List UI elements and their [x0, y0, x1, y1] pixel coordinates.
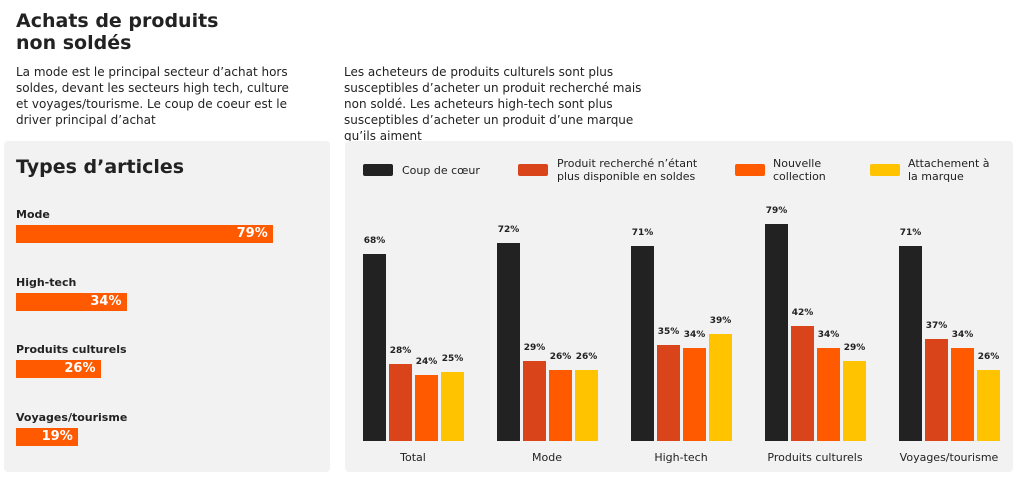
- value-label: 19%: [41, 428, 73, 444]
- bar: [843, 361, 866, 441]
- bar: [575, 369, 598, 441]
- bar: [441, 372, 464, 441]
- value-label: 25%: [441, 354, 464, 365]
- x-tick-label: Voyages/tourisme: [899, 451, 999, 464]
- x-tick-label: Produits culturels: [767, 451, 863, 464]
- value-label: 26%: [64, 361, 96, 376]
- bar: [951, 347, 974, 441]
- value-label: 26%: [549, 351, 572, 362]
- legend-label: Coup de cœur: [402, 164, 480, 177]
- bar: [977, 369, 1000, 441]
- value-label: 35%: [657, 326, 680, 337]
- value-label: 79%: [236, 226, 268, 241]
- value-label: 39%: [709, 315, 732, 326]
- legend-swatch: [870, 164, 900, 176]
- bar: [497, 243, 520, 441]
- bar: [415, 375, 438, 441]
- category-label: Voyages/tourisme: [16, 410, 128, 424]
- bar: [657, 344, 680, 441]
- bar: [523, 361, 546, 441]
- value-label: 28%: [389, 346, 412, 356]
- chart-title: Types d’articles: [16, 156, 185, 178]
- legend-label: Nouvelle collection: [773, 157, 826, 183]
- legend-swatch: [363, 164, 393, 176]
- value-label: 42%: [791, 307, 814, 318]
- value-label: 26%: [977, 351, 1000, 362]
- description: La mode est le principal secteur d’achat…: [16, 65, 289, 127]
- x-tick-label: Mode: [532, 451, 562, 464]
- bar: [16, 292, 127, 311]
- x-tick-label: High-tech: [654, 451, 708, 464]
- value-label: 34%: [683, 329, 706, 340]
- bar: [16, 427, 78, 446]
- category-label: High-tech: [16, 275, 77, 289]
- value-label: 29%: [523, 343, 546, 354]
- value-label: 37%: [925, 321, 948, 332]
- value-label: 29%: [843, 343, 866, 354]
- category-label: Mode: [16, 208, 50, 221]
- legend-label: Produit recherché n’étant plus disponibl…: [557, 157, 698, 183]
- bar: [709, 333, 732, 441]
- bar: [765, 223, 788, 441]
- legend-swatch: [735, 164, 765, 176]
- value-label: 68%: [363, 236, 386, 246]
- legend-swatch: [518, 164, 548, 176]
- page-title: Achats de produits non soldés: [16, 10, 219, 54]
- value-label: 34%: [817, 329, 840, 340]
- x-tick-label: Total: [400, 451, 426, 464]
- value-label: 72%: [497, 225, 520, 235]
- bar: [363, 254, 386, 441]
- value-label: 26%: [575, 351, 598, 362]
- value-label: 71%: [631, 227, 654, 238]
- category-label: Produits culturels: [16, 343, 127, 356]
- bar: [791, 325, 814, 441]
- value-label: 34%: [951, 329, 974, 340]
- value-label: 79%: [765, 205, 788, 216]
- value-label: 34%: [90, 293, 122, 309]
- bar: [817, 347, 840, 441]
- bar: [631, 245, 654, 441]
- bar: [389, 364, 412, 441]
- bar: [549, 369, 572, 441]
- value-label: 71%: [899, 227, 922, 238]
- bar: [683, 347, 706, 441]
- legend-label: Attachement à la marque: [908, 157, 990, 183]
- value-label: 24%: [415, 357, 438, 367]
- bar: [16, 225, 273, 243]
- bar: [16, 360, 101, 378]
- bar: [899, 245, 922, 441]
- description: Les acheteurs de produits culturels sont…: [344, 65, 642, 143]
- bar: [925, 339, 948, 441]
